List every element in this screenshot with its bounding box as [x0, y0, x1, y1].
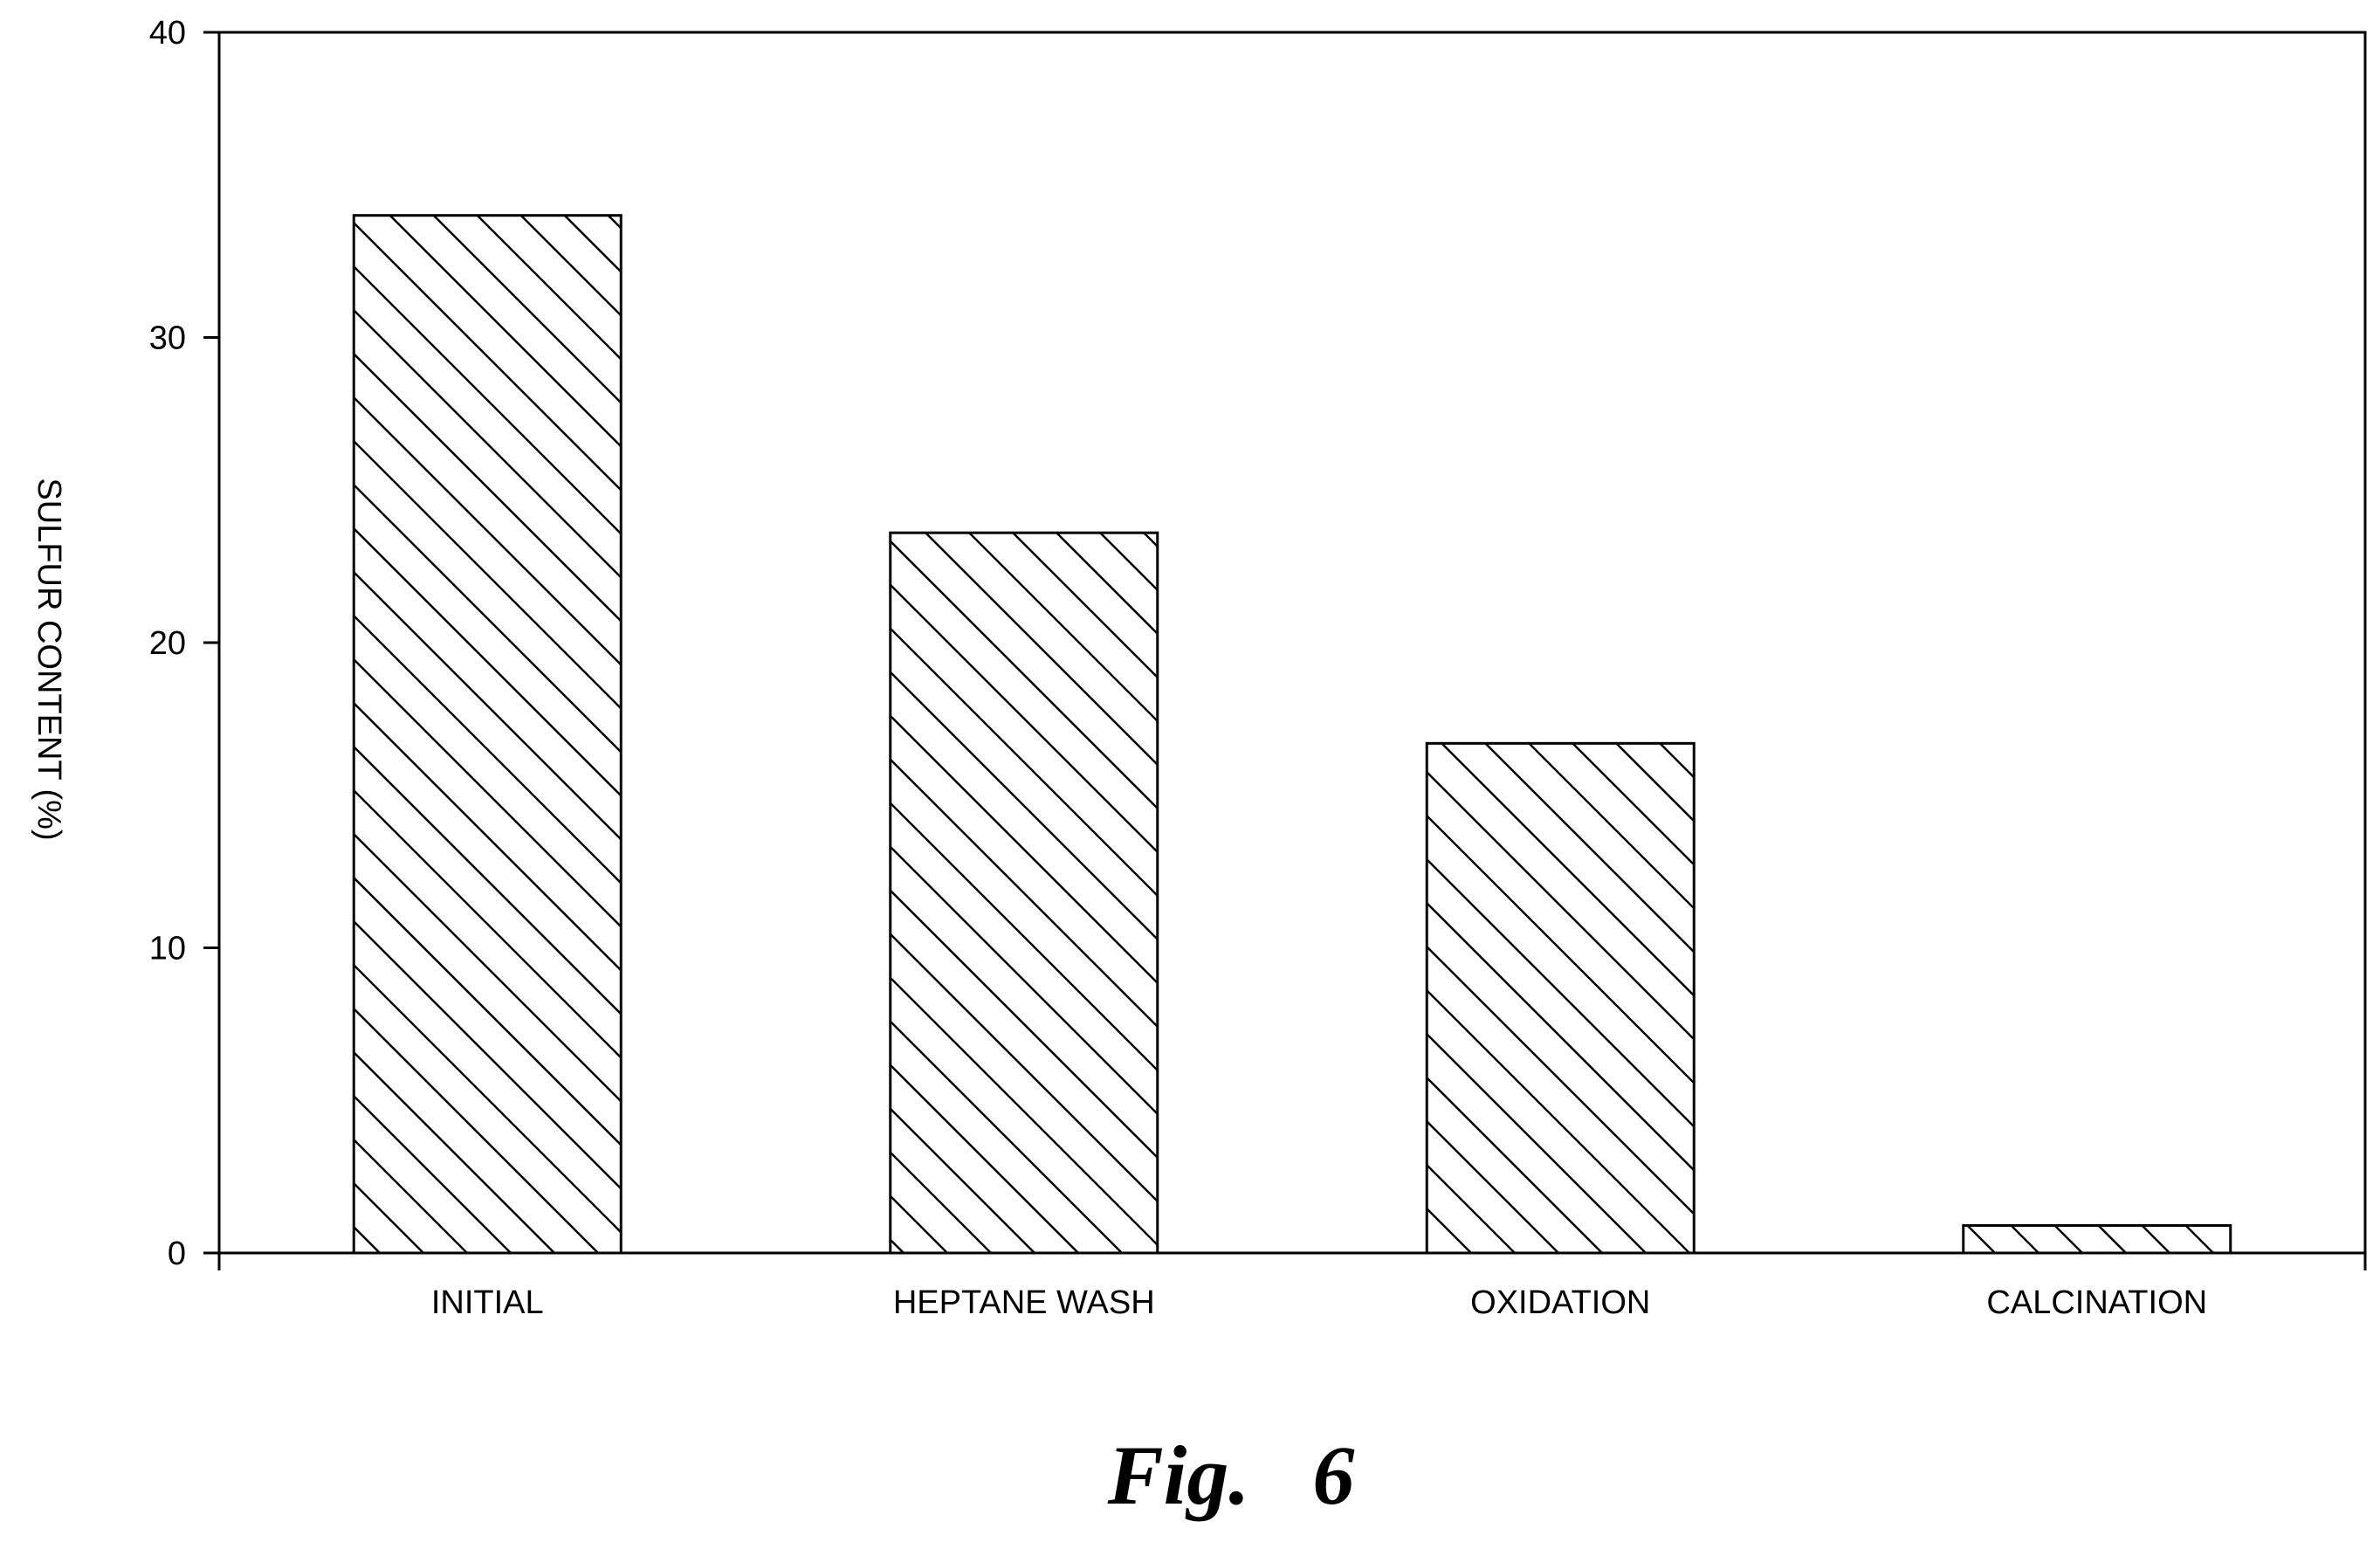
y-tick-label: 30: [149, 320, 186, 357]
y-tick-label: 0: [168, 1236, 186, 1272]
figure-caption: Fig. 6: [1107, 1428, 1355, 1522]
y-tick-label: 20: [149, 625, 186, 662]
x-axis-labels: INITIAL HEPTANE WASH OXIDATION CALCINATION: [217, 1253, 2367, 1321]
y-axis-ticks: 0 10 20 30 40: [149, 15, 219, 1272]
bar-heptane-wash: [889, 531, 1159, 1255]
bar-initial: [352, 214, 623, 1255]
bar-oxidation: [1425, 741, 1696, 1255]
x-tick-label: INITIAL: [431, 1284, 544, 1321]
x-tick-label: HEPTANE WASH: [893, 1284, 1155, 1321]
bars: [352, 214, 2232, 1255]
y-tick-label: 40: [149, 15, 186, 52]
x-tick-label: CALCINATION: [1986, 1284, 2207, 1321]
y-tick-label: 10: [149, 931, 186, 967]
x-tick-label: OXIDATION: [1470, 1284, 1650, 1321]
bar-calcination: [1962, 1224, 2232, 1255]
y-axis-title: SULFUR CONTENT (%): [31, 478, 67, 840]
